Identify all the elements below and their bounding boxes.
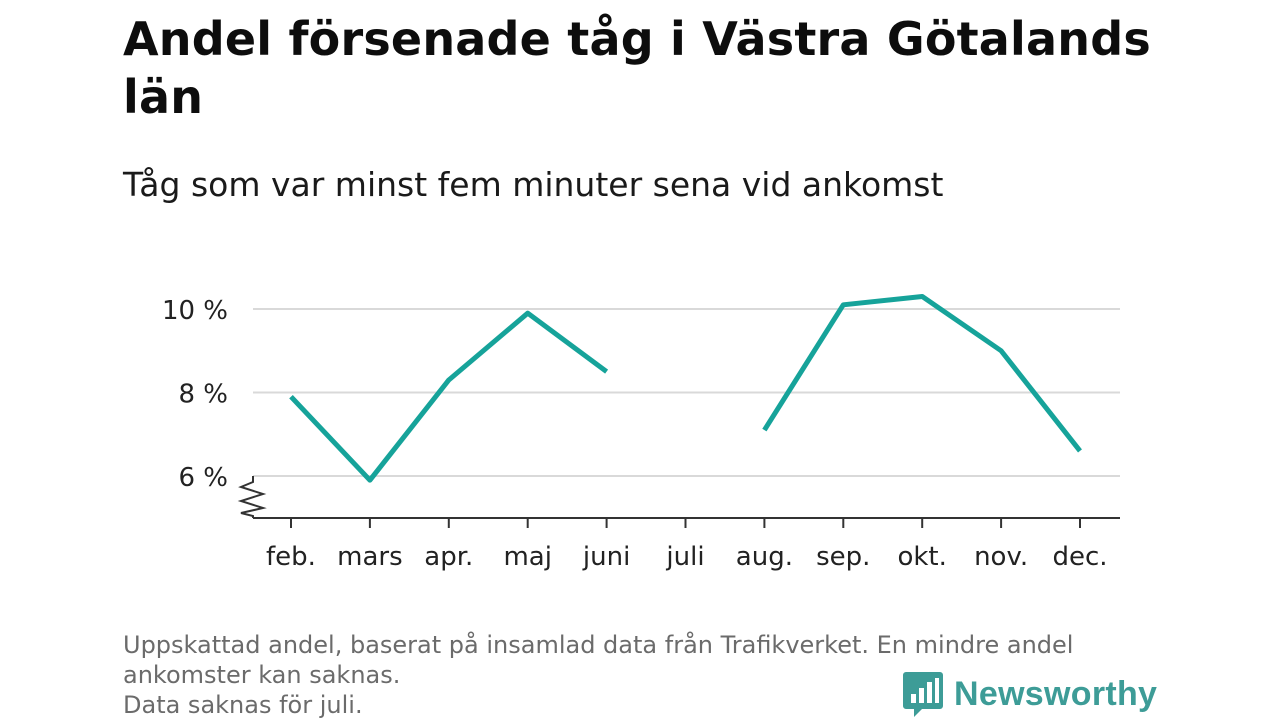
x-tick-label: apr. [424,542,473,572]
series-lines [289,293,1082,483]
axes [237,476,1120,528]
x-tick-label: mars [337,542,403,572]
x-tick-label: okt. [897,542,946,572]
x-tick-label: maj [503,542,551,572]
y-tick-label: 6 % [178,463,228,493]
x-tick-label: sep. [816,542,870,572]
chart-subtitle: Tåg som var minst fem minuter sena vid a… [123,165,944,204]
brand-logo: Newsworthy [902,670,1157,718]
footnote-line-2: ankomster kan saknas. [123,661,401,689]
y-axis-break [237,476,267,518]
y-tick-label: 10 % [162,296,228,326]
x-tick-label: dec. [1052,542,1107,572]
series-line-segment [289,310,609,483]
x-tick-label: juni [582,542,630,572]
brand-name: Newsworthy [954,674,1158,713]
x-tick-label: nov. [974,542,1028,572]
footnote: Uppskattad andel, baserat på insamlad da… [123,630,1163,720]
footnote-line-1: Uppskattad andel, baserat på insamlad da… [123,631,1074,659]
tick-labels: 6 % 8 % 10 % feb. mars apr. maj juni juli aug. sep… [162,296,1108,572]
grid-lines [253,308,1120,477]
series-line-segment [762,293,1082,453]
x-tick-label: aug. [736,542,793,572]
y-tick-label: 8 % [178,380,228,410]
chart-title: Andel försenade tåg i Västra Götalands l… [123,12,1151,124]
x-tick-label: juli [665,542,704,572]
footnote-line-3: Data saknas för juli. [123,691,363,719]
newsworthy-logo-icon [903,672,943,717]
x-tick-label: feb. [266,542,316,572]
